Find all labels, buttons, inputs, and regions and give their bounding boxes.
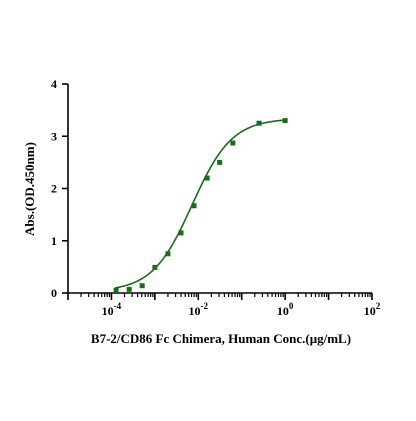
x-axis-title: B7-2/CD86 Fc Chimera, Human Conc.(μg/mL): [91, 331, 351, 346]
fit-curve-layer: [114, 119, 286, 289]
y-tick-label: 3: [51, 129, 57, 143]
y-tick-label: 1: [51, 234, 57, 248]
labels-layer: B7-2/CD86 Fc Chimera, Human Conc.(μg/mL)…: [22, 142, 351, 346]
data-points-layer: [113, 118, 288, 293]
data-point: [139, 283, 145, 289]
data-point: [191, 203, 197, 209]
y-axis-title: Abs.(OD.450nm): [22, 142, 37, 236]
data-point: [178, 230, 184, 236]
data-point: [113, 287, 119, 293]
data-point: [165, 251, 171, 257]
data-point: [282, 118, 288, 124]
x-tick-label: 10-2: [189, 301, 209, 318]
data-point: [126, 286, 132, 292]
data-point: [256, 120, 262, 126]
data-point: [204, 175, 210, 181]
axes-layer: 0 1 2 3 4 10-4 10-2 100 102: [51, 77, 381, 318]
data-point: [152, 264, 158, 270]
y-tick-label: 4: [51, 77, 57, 91]
y-tick-label: 2: [51, 182, 57, 196]
y-tick-label: 0: [51, 286, 57, 300]
x-tick-label: 102: [364, 301, 381, 318]
fit-curve: [114, 119, 286, 289]
x-tick-label: 10-4: [102, 301, 122, 318]
data-point: [230, 140, 236, 146]
data-point: [217, 159, 223, 165]
x-tick-label: 100: [277, 301, 294, 318]
